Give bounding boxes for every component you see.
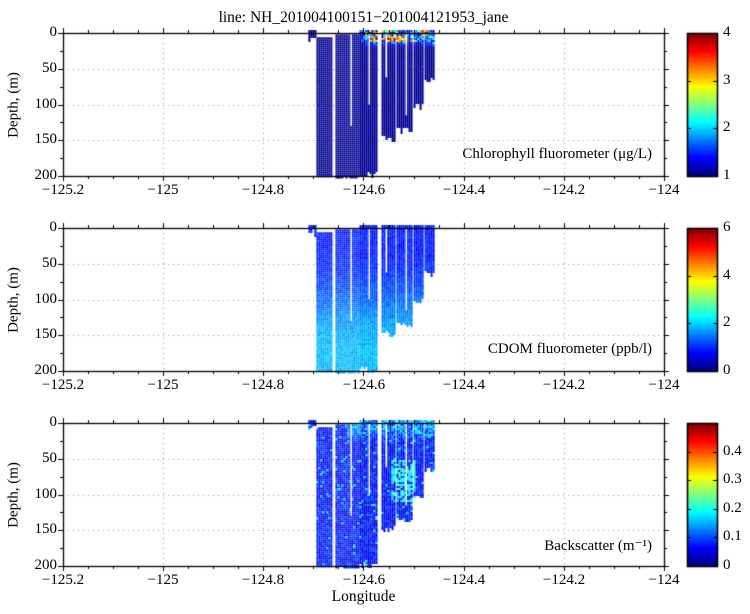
y-tick-label: 50 (42, 255, 57, 271)
y-tick-label: 0 (49, 24, 58, 40)
y-tick-label: 200 (34, 362, 58, 378)
colorbar-tick-label-chlorophyll: 2 (723, 118, 731, 135)
colorbar-tick-label-backscatter: 0.3 (723, 470, 742, 487)
x-tick-label: −124.8 (241, 572, 285, 588)
colorbar-tick-label-chlorophyll: 3 (723, 71, 731, 88)
y-tick-label: 150 (34, 131, 58, 147)
colorbar-tick-label-chlorophyll: 4 (723, 23, 731, 40)
colorbar-tick-label-cdom: 4 (723, 266, 731, 283)
x-tick-label: −124.6 (342, 377, 386, 393)
x-tick-label: −124.2 (542, 182, 586, 198)
colorbar-tick-label-backscatter: 0.2 (723, 499, 742, 516)
x-tick-label: −124.2 (542, 377, 586, 393)
x-tick-label: −124 (648, 377, 680, 393)
x-tick-label: −124.6 (342, 182, 386, 198)
x-tick-label: −124.4 (442, 182, 486, 198)
panel-label-backscatter: Backscatter (m⁻¹) (544, 538, 652, 554)
x-tick-label: −124.8 (241, 182, 285, 198)
colorbar-tick-label-backscatter: 0.1 (723, 527, 742, 544)
figure-title: line: NH_201004100151−201004121953_jane (218, 9, 509, 26)
colorbar-tick-label-chlorophyll: 1 (723, 166, 731, 183)
x-tick-label: −124.2 (542, 572, 586, 588)
x-tick-label: −125.2 (41, 377, 85, 393)
y-tick-label: 150 (34, 326, 58, 342)
y-tick-label: 0 (49, 414, 58, 430)
x-axis-label: Longitude (331, 588, 396, 605)
colorbar-tick-label-backscatter: 0.4 (723, 442, 742, 459)
panel-label-cdom: CDOM fluorometer (ppb/l) (487, 341, 652, 357)
y-tick-label: 100 (34, 96, 58, 112)
x-tick-label: −124.4 (442, 377, 486, 393)
y-tick-label: 150 (34, 521, 58, 537)
x-tick-label: −124.8 (241, 377, 285, 393)
y-tick-label: 100 (34, 486, 58, 502)
y-tick-label: 100 (34, 291, 58, 307)
x-tick-label: −125 (147, 182, 179, 198)
x-tick-label: −124 (648, 182, 680, 198)
y-tick-label: 50 (42, 450, 57, 466)
x-tick-label: −124.6 (342, 572, 386, 588)
x-tick-label: −124 (648, 572, 680, 588)
y-tick-label: 50 (42, 60, 57, 76)
x-tick-label: −125.2 (41, 572, 85, 588)
x-tick-label: −124.4 (442, 572, 486, 588)
colorbar-tick-label-cdom: 0 (723, 361, 731, 378)
x-tick-label: −125.2 (41, 182, 85, 198)
y-tick-label: 200 (34, 557, 58, 573)
colorbar-tick-label-cdom: 2 (723, 313, 731, 330)
colorbar-tick-label-cdom: 6 (723, 218, 731, 235)
x-tick-label: −125 (147, 572, 179, 588)
y-tick-label: 200 (34, 167, 58, 183)
x-tick-label: −125 (147, 377, 179, 393)
panel-label-chlorophyll: Chlorophyll fluorometer (μg/L) (462, 146, 652, 162)
colorbar-tick-label-backscatter: 0 (723, 556, 731, 573)
y-tick-label: 0 (49, 219, 58, 235)
